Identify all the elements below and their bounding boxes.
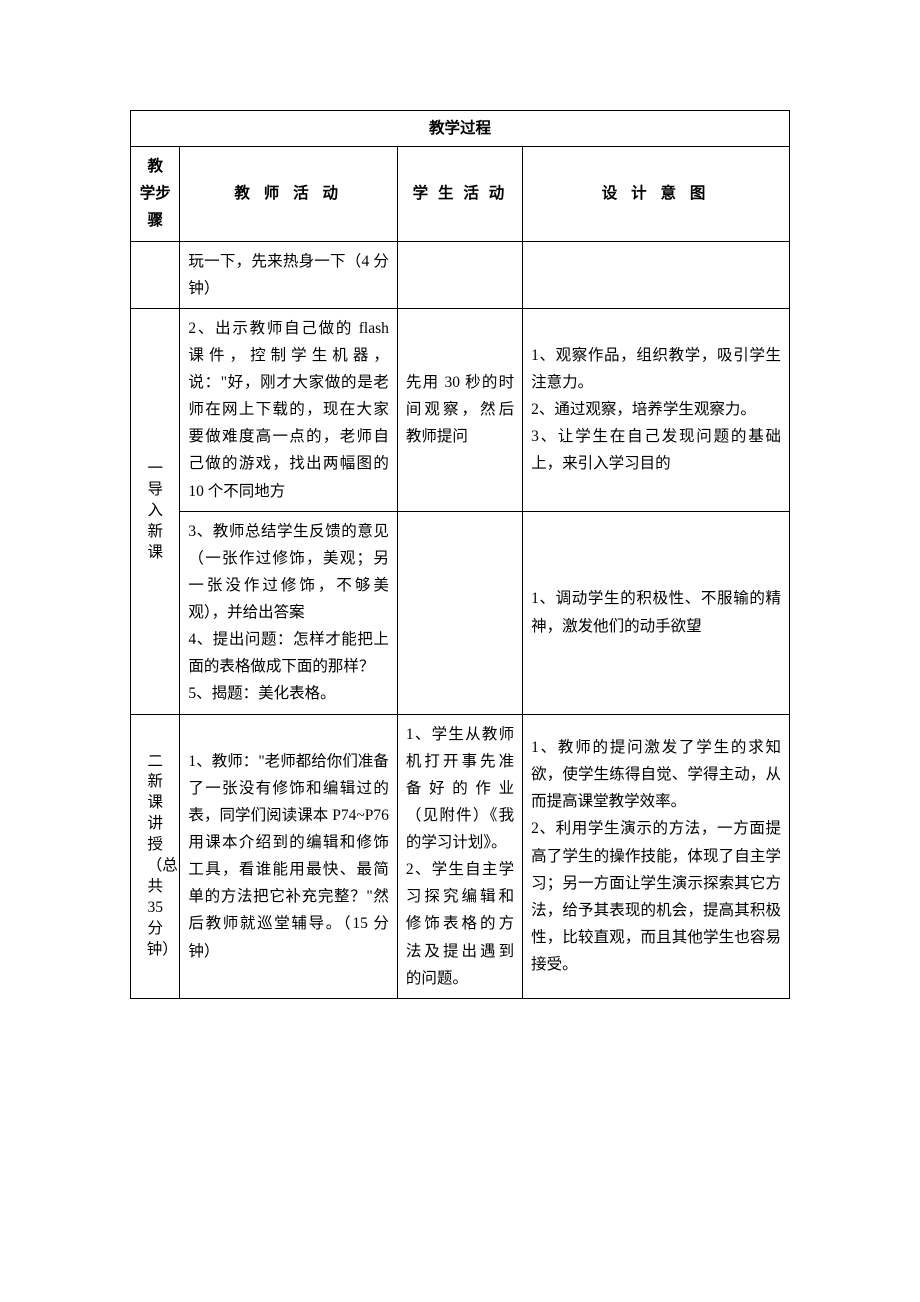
- table-row: 3、教师总结学生反馈的意见（一张作过修饰，美观；另一张没作过修饰，不够美观），并…: [131, 511, 790, 714]
- step-cell: 二 新课讲授（总共 35 分钟）: [131, 714, 180, 998]
- table-title-row: 教学过程: [131, 111, 790, 147]
- student-cell: 1、学生从教师机打开事先准备好的作业（见附件）《我的学习计划》。2、学生自主学习…: [397, 714, 522, 998]
- document-page: 教学过程 教 学步 骤 教 师 活 动 学 生 活 动 设 计 意 图 玩一下，…: [0, 0, 920, 1302]
- table-row: 玩一下，先来热身一下（4 分钟）: [131, 241, 790, 308]
- col-header-student: 学 生 活 动: [397, 147, 522, 241]
- step-cell: [131, 241, 180, 308]
- teacher-cell: 1、教师："老师都给你们准备了一张没有修饰和编辑过的表，同学们阅读课本 P74~…: [180, 714, 397, 998]
- intent-cell: 1、观察作品，组织教学，吸引学生注意力。2、通过观察，培养学生观察力。3、让学生…: [523, 308, 790, 511]
- intent-cell: 1、教师的提问激发了学生的求知欲，使学生练得自觉、学得主动，从而提高课堂教学效率…: [523, 714, 790, 998]
- table-header-row: 教 学步 骤 教 师 活 动 学 生 活 动 设 计 意 图: [131, 147, 790, 241]
- teacher-cell: 3、教师总结学生反馈的意见（一张作过修饰，美观；另一张没作过修饰，不够美观），并…: [180, 511, 397, 714]
- student-cell: [397, 241, 522, 308]
- table-row: 一 导入新课 2、出示教师自己做的 flash 课件，控制学生机器，说："好，刚…: [131, 308, 790, 511]
- step-cell: 一 导入新课: [131, 308, 180, 714]
- teaching-process-table: 教学过程 教 学步 骤 教 师 活 动 学 生 活 动 设 计 意 图 玩一下，…: [130, 110, 790, 999]
- col-header-intent: 设 计 意 图: [523, 147, 790, 241]
- table-row: 二 新课讲授（总共 35 分钟） 1、教师："老师都给你们准备了一张没有修饰和编…: [131, 714, 790, 998]
- teacher-cell: 玩一下，先来热身一下（4 分钟）: [180, 241, 397, 308]
- student-cell: [397, 511, 522, 714]
- teacher-cell: 2、出示教师自己做的 flash 课件，控制学生机器，说："好，刚才大家做的是老…: [180, 308, 397, 511]
- col-header-step: 教 学步 骤: [131, 147, 180, 241]
- table-title: 教学过程: [131, 111, 790, 147]
- intent-cell: 1、调动学生的积极性、不服输的精神，激发他们的动手欲望: [523, 511, 790, 714]
- intent-cell: [523, 241, 790, 308]
- student-cell: 先用 30 秒的时间观察，然后教师提问: [397, 308, 522, 511]
- col-header-teacher: 教 师 活 动: [180, 147, 397, 241]
